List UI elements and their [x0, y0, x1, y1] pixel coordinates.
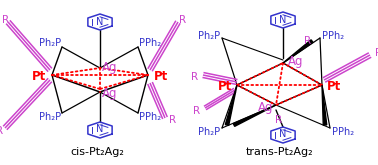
Text: N: N: [96, 17, 104, 27]
Text: R: R: [191, 72, 198, 82]
Text: Pt: Pt: [327, 80, 341, 93]
Text: cis-Pt₂Ag₂: cis-Pt₂Ag₂: [70, 147, 124, 157]
Text: PPh₂: PPh₂: [322, 31, 344, 41]
Text: PPh₂: PPh₂: [139, 112, 161, 122]
Text: N: N: [279, 129, 287, 139]
Text: Ph₂P: Ph₂P: [198, 127, 220, 137]
Text: PPh₂: PPh₂: [139, 38, 161, 48]
Text: Ag: Ag: [288, 55, 304, 68]
Polygon shape: [225, 85, 237, 125]
Text: R: R: [180, 15, 187, 25]
Polygon shape: [322, 85, 327, 125]
Text: Ag: Ag: [102, 61, 118, 73]
Text: PPh₂: PPh₂: [332, 127, 354, 137]
Text: Ag: Ag: [102, 86, 118, 99]
Text: R: R: [169, 115, 177, 125]
Text: R: R: [2, 15, 9, 25]
Text: R: R: [304, 36, 311, 46]
Text: Pt: Pt: [154, 69, 168, 82]
Text: Ag: Ag: [257, 100, 273, 114]
Text: Ph₂P: Ph₂P: [39, 38, 61, 48]
Polygon shape: [233, 105, 276, 126]
Text: Ph₂P: Ph₂P: [39, 112, 61, 122]
Text: trans-Pt₂Ag₂: trans-Pt₂Ag₂: [246, 147, 314, 157]
Text: R: R: [193, 106, 200, 116]
Text: Pt: Pt: [32, 69, 46, 82]
Polygon shape: [283, 40, 313, 63]
Text: Pt: Pt: [218, 80, 232, 93]
Text: R: R: [375, 48, 378, 58]
Text: N: N: [96, 124, 104, 134]
Text: N: N: [279, 15, 287, 25]
Text: R: R: [276, 115, 283, 125]
Text: Ph₂P: Ph₂P: [198, 31, 220, 41]
Text: R: R: [0, 126, 3, 136]
